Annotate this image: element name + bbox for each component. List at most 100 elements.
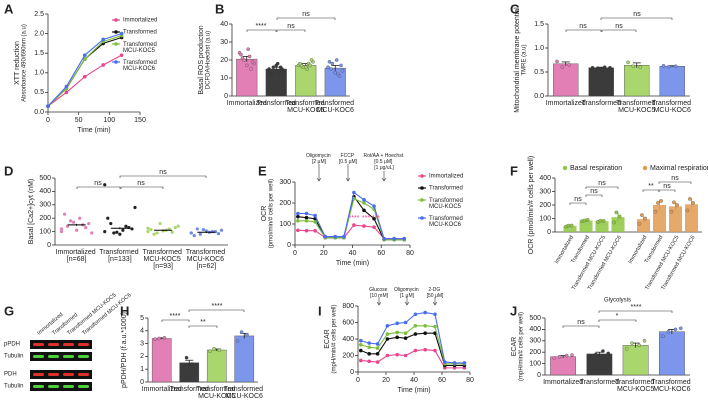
data-point: [643, 216, 647, 221]
x-tick-label: Transformed [n=133]: [99, 249, 140, 263]
y-tick-label: 1.5: [34, 50, 44, 57]
data-point: [656, 201, 660, 205]
data-point: [339, 63, 343, 68]
annotation: ns: [577, 319, 585, 326]
legend-label: Immortalized: [429, 174, 463, 180]
data-point: [640, 213, 644, 217]
bar: [206, 349, 227, 383]
y-tick-label: 600: [342, 319, 354, 326]
row-label: pPDH: [4, 342, 20, 348]
data-point: [337, 74, 342, 78]
data-point: [115, 230, 119, 234]
annotation: ***: [372, 215, 380, 222]
data-point: [685, 208, 690, 213]
data-point: [149, 227, 153, 232]
data-point: [78, 216, 82, 220]
blot-band: [48, 343, 59, 346]
annotation: ns: [159, 169, 167, 176]
x-tick-label: Transformed: [257, 100, 297, 107]
data-point: [313, 220, 317, 224]
data-point: [340, 69, 345, 73]
data-point: [170, 230, 174, 234]
data-point: [617, 214, 622, 219]
data-point: [118, 232, 122, 236]
x-tick-label: 60: [438, 377, 446, 384]
series-line: [47, 54, 122, 107]
data-point: [313, 213, 317, 218]
data-point: [601, 349, 605, 353]
comparison-bracket: [658, 189, 676, 192]
data-point: [281, 70, 286, 75]
data-point: [303, 65, 308, 69]
comparison-bracket: [601, 29, 637, 32]
data-point: [661, 64, 666, 68]
y-tick-label: 1.0: [534, 45, 544, 52]
blot-strip: [30, 382, 92, 391]
y-axis-label: pPDH/PDH (f.a.u.*1000): [121, 312, 128, 388]
data-point: [679, 326, 683, 331]
bar: [624, 65, 650, 97]
data-point: [402, 236, 407, 241]
x-axis-label: Time (min): [77, 127, 110, 134]
data-point: [65, 224, 70, 228]
legend-marker: [114, 18, 118, 22]
data-point: [433, 348, 437, 353]
data-point: [638, 65, 642, 69]
y-tick-label: 100: [539, 215, 551, 222]
data-point: [75, 228, 79, 232]
annotation: *: [616, 313, 619, 320]
data-point: [274, 63, 278, 68]
legend-marker: [420, 216, 424, 220]
x-axis-label: Time (min): [397, 387, 430, 394]
injection-arrow: [376, 297, 382, 306]
injection-arrow: [381, 171, 387, 182]
legend-marker: [114, 42, 118, 46]
data-point: [83, 57, 87, 61]
y-tick-label: 0.0: [534, 93, 544, 100]
data-point: [403, 353, 408, 358]
data-point: [367, 359, 372, 364]
x-tick-label: 80: [466, 377, 474, 384]
data-point: [184, 355, 189, 360]
data-point: [119, 31, 124, 36]
data-point: [359, 338, 363, 343]
x-tick-label: Transformed MCU-KOC5: [196, 386, 237, 400]
data-point: [271, 65, 276, 69]
series-line: [360, 312, 465, 364]
x-tick-label: Immortalized: [142, 386, 182, 393]
annotation: ns: [633, 11, 641, 18]
data-point: [433, 324, 437, 329]
data-point: [596, 66, 600, 70]
data-point: [392, 236, 396, 241]
comparison-bracket: [276, 17, 336, 20]
data-point: [588, 355, 593, 359]
comparison-bracket: [188, 309, 245, 312]
y-axis-label: Absorbance 490/690nm (a.u): [22, 24, 28, 102]
row-label: Tubulin: [4, 354, 23, 360]
panel-letter: A: [4, 1, 14, 16]
y-tick-label: 0: [287, 242, 291, 249]
data-point: [327, 60, 332, 64]
data-point: [103, 230, 107, 234]
data-point: [443, 360, 447, 364]
blot-band: [63, 385, 74, 388]
data-point: [413, 312, 418, 317]
y-tick-label: 100: [279, 221, 291, 228]
data-point: [304, 228, 309, 233]
y-tick-label: 0: [537, 372, 541, 379]
data-point: [375, 360, 380, 364]
data-point: [403, 331, 408, 336]
data-point: [666, 329, 671, 334]
data-point: [246, 47, 250, 51]
data-point: [385, 337, 390, 341]
y-axis-label: (mpH/min/# cells per well): [519, 312, 525, 381]
y-tick-label: 4: [140, 328, 144, 335]
data-point: [602, 65, 607, 69]
comparison-bracket: [188, 325, 218, 328]
y-tick-label: 2.5: [34, 11, 44, 18]
data-point: [443, 366, 447, 370]
y-tick-label: 500: [529, 315, 541, 322]
y-tick-label: 100: [39, 228, 51, 235]
blot-strip: [30, 352, 92, 361]
